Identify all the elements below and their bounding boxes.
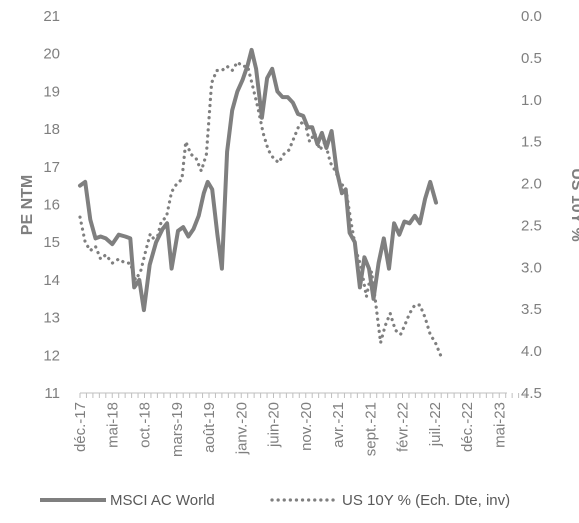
- legend: MSCI AC World US 10Y % (Ech. Dte, inv): [40, 492, 510, 509]
- right-tick-label: 2.0: [521, 176, 542, 193]
- left-tick-label: 12: [43, 347, 60, 364]
- x-tick-label: oct.-18: [137, 402, 154, 448]
- left-tick-label: 16: [43, 197, 60, 214]
- x-tick-label: déc.-17: [72, 402, 89, 452]
- legend-label-us10y: US 10Y % (Ech. Dte, inv): [342, 492, 510, 509]
- left-tick-label: 19: [43, 83, 60, 100]
- right-tick-label: 0.0: [521, 8, 542, 25]
- right-tick-label: 2.5: [521, 217, 542, 234]
- left-tick-label: 17: [43, 159, 60, 176]
- right-axis-title: US 10Y %: [568, 168, 579, 242]
- legend-label-msci: MSCI AC World: [110, 492, 215, 509]
- us10y-series-line: [78, 60, 443, 357]
- left-tick-label: 21: [43, 8, 60, 25]
- series-layer: [78, 47, 443, 357]
- x-tick-label: janv.-20: [233, 402, 250, 455]
- left-tick-label: 20: [43, 46, 60, 63]
- right-tick-label: 1.5: [521, 134, 542, 151]
- x-tick-label: mai-23: [491, 402, 508, 448]
- x-axis-ticks: déc.-17 mai-18 oct.-18 mars-19 août-19 janv.-…: [72, 393, 526, 457]
- x-tick-label: mai-18: [104, 402, 121, 448]
- right-tick-label: 4.5: [521, 385, 542, 402]
- x-tick-label: sept.-21: [362, 402, 379, 456]
- right-axis-ticks: 0.0 0.5 1.0 1.5 2.0 2.5 3.0 3.5 4.0 4.5: [521, 8, 542, 402]
- right-tick-label: 3.0: [521, 259, 542, 276]
- x-tick-label: juil.-22: [427, 402, 444, 447]
- left-tick-label: 15: [43, 234, 60, 251]
- right-tick-label: 0.5: [521, 50, 542, 67]
- left-tick-label: 13: [43, 310, 60, 327]
- right-tick-label: 4.0: [521, 343, 542, 360]
- right-tick-label: 3.5: [521, 301, 542, 318]
- right-tick-label: 1.0: [521, 92, 542, 109]
- left-axis-ticks: 11 12 13 14 15 16 17 18 19 20 21: [43, 8, 60, 402]
- x-tick-label: avr.-21: [330, 402, 347, 448]
- msci-series-line: [78, 47, 438, 313]
- x-tick-label: août-19: [201, 402, 218, 453]
- x-tick-label: mars-19: [169, 402, 186, 457]
- x-tick-label: déc.-22: [459, 402, 476, 452]
- left-tick-label: 18: [43, 121, 60, 138]
- x-tick-label: juin-20: [266, 402, 283, 448]
- x-tick-label: févr.-22: [395, 402, 412, 452]
- left-axis-title: PE NTM: [19, 175, 36, 235]
- left-tick-label: 14: [43, 272, 60, 289]
- x-tick-label: nov.-20: [298, 402, 315, 451]
- left-tick-label: 11: [44, 385, 60, 402]
